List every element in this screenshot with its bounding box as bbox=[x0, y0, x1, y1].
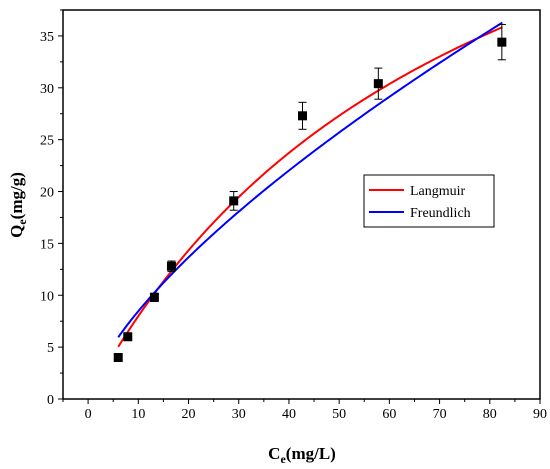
plot-frame bbox=[62, 9, 541, 400]
curve-langmuir bbox=[117, 26, 503, 348]
legend-label-freundlich: Freundlich bbox=[410, 206, 471, 221]
y-axis-title-main: Q bbox=[7, 225, 26, 238]
data-points bbox=[113, 24, 507, 363]
x-axis-title: Ce(mg/L) bbox=[268, 444, 336, 466]
y-tick-label: 20 bbox=[40, 186, 54, 201]
legend-box bbox=[363, 174, 495, 228]
data-point bbox=[166, 261, 176, 271]
x-tick-label: 60 bbox=[382, 407, 396, 422]
fit-curves bbox=[117, 21, 503, 348]
y-tick-label: 10 bbox=[40, 289, 54, 304]
y-axis-title-unit: (mg/g) bbox=[7, 172, 26, 219]
y-axis-ticks: 0 5 10 15 20 25 30 35 bbox=[40, 9, 63, 408]
y-tick-label: 35 bbox=[40, 30, 54, 45]
x-tick-label: 20 bbox=[182, 407, 196, 422]
data-point bbox=[113, 353, 123, 363]
y-axis-title: Qe(mg/g) bbox=[7, 172, 29, 238]
legend: Langmuir Freundlich bbox=[363, 174, 495, 228]
data-point bbox=[149, 292, 159, 302]
x-axis-title-main: C bbox=[268, 444, 280, 463]
x-tick-label: 10 bbox=[131, 407, 145, 422]
data-point bbox=[229, 196, 239, 206]
x-tick-label: 0 bbox=[85, 407, 92, 422]
y-tick-label: 30 bbox=[40, 82, 54, 97]
x-tick-label: 30 bbox=[232, 407, 246, 422]
data-point bbox=[373, 79, 383, 89]
x-tick-label: 40 bbox=[282, 407, 296, 422]
x-tick-label: 50 bbox=[332, 407, 346, 422]
legend-label-langmuir: Langmuir bbox=[410, 184, 466, 199]
data-point bbox=[123, 332, 133, 342]
data-point bbox=[497, 37, 507, 47]
x-axis-title-unit: (mg/L) bbox=[286, 444, 336, 463]
x-tick-label: 90 bbox=[533, 407, 547, 422]
x-axis-title-sub: e bbox=[280, 452, 286, 466]
curve-freundlich bbox=[117, 21, 503, 338]
y-tick-label: 5 bbox=[47, 341, 54, 356]
data-point bbox=[298, 111, 308, 121]
x-axis-ticks: 0 10 20 30 40 50 60 70 80 90 bbox=[62, 399, 547, 422]
x-tick-label: 70 bbox=[433, 407, 447, 422]
y-tick-label: 25 bbox=[40, 134, 54, 149]
x-tick-label: 80 bbox=[483, 407, 497, 422]
y-tick-label: 0 bbox=[47, 393, 54, 408]
y-axis-title-sub: e bbox=[15, 219, 29, 225]
y-tick-label: 15 bbox=[40, 237, 54, 252]
